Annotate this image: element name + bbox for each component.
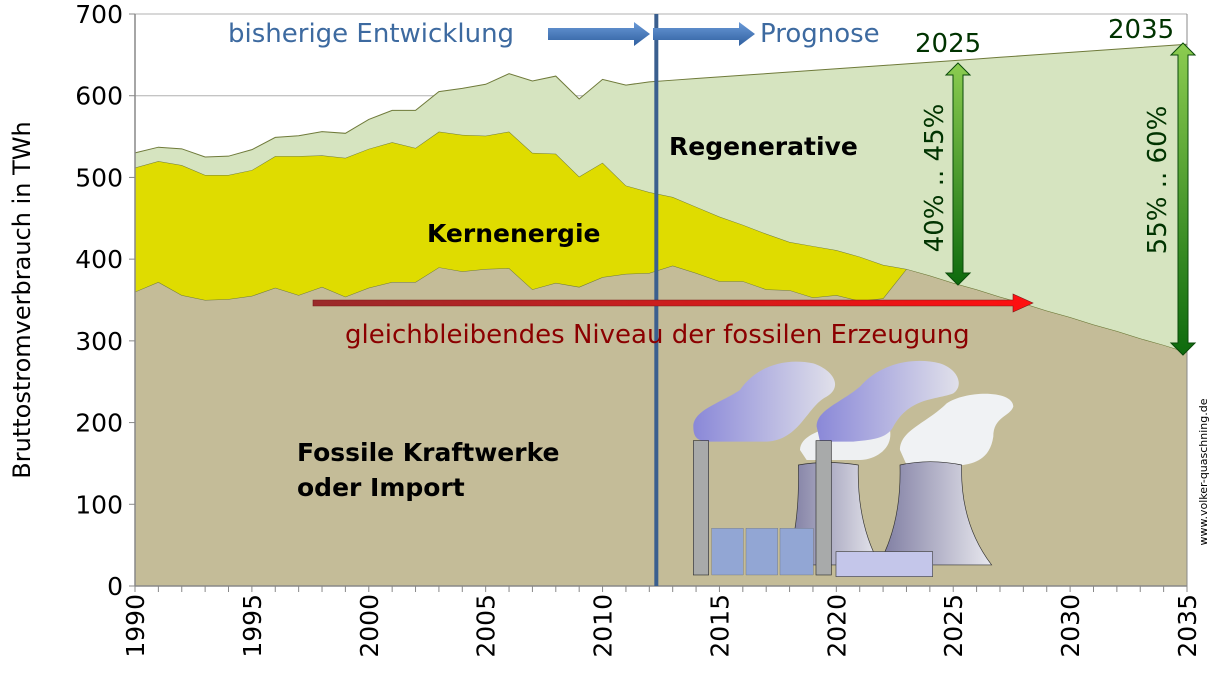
fossil-level-label: gleichbleibendes Niveau der fossilen Erz…	[345, 320, 970, 350]
y-axis-label: Bruttostromverbrauch in TWh	[8, 121, 36, 478]
year-2035-label: 2035	[1108, 15, 1174, 45]
x-tick-label: 2020	[822, 594, 851, 658]
area-nuclear	[135, 131, 1187, 353]
power-plant-illustration-icon	[692, 360, 1014, 577]
x-tick-label: 2010	[589, 594, 618, 658]
fossil-label-line1: Fossile Kraftwerke	[297, 438, 560, 467]
x-tick-label: 2030	[1056, 594, 1085, 658]
y-tick-label: 100	[75, 490, 123, 519]
area-fossil	[135, 265, 1187, 586]
x-tick-label: 2025	[939, 594, 968, 658]
x-tick-label: 1995	[238, 594, 267, 658]
stacked-areas	[134, 43, 1188, 586]
fossil-level-arrow-icon	[312, 293, 1034, 313]
y-tick-label: 600	[75, 82, 123, 111]
watermark: www.volker-quaschning.de	[1197, 398, 1210, 545]
share-2025-label: 40% .. 45%	[920, 104, 950, 253]
forecast-label: Prognose	[760, 19, 880, 49]
x-tick-label: 1990	[121, 594, 150, 658]
forecast-arrow-icon	[653, 22, 755, 46]
share-2035-label: 55% .. 60%	[1143, 106, 1173, 255]
y-tick-label: 200	[75, 409, 123, 438]
history-label: bisherige Entwicklung	[228, 19, 514, 49]
x-tick-label: 2000	[355, 594, 384, 658]
area-renewable	[135, 44, 1187, 353]
share-2025-arrow-icon	[944, 62, 972, 286]
y-tick-label: 500	[75, 163, 123, 192]
y-tick-label: 700	[75, 0, 123, 29]
history-arrow-icon	[548, 22, 650, 46]
series-line-renewable	[134, 43, 1188, 158]
x-tick-label: 2035	[1173, 594, 1202, 658]
y-tick-label: 0	[107, 572, 123, 601]
y-tick-label: 400	[75, 245, 123, 274]
regenerative-label: Regenerative	[669, 132, 858, 161]
x-tick-label: 2005	[472, 594, 501, 658]
fossil-label-line2: oder Import	[297, 473, 465, 502]
share-2035-arrow-icon	[1169, 42, 1197, 356]
y-tick-label: 300	[75, 327, 123, 356]
x-tick-label: 2015	[705, 594, 734, 658]
nuclear-label: Kernenergie	[427, 219, 600, 248]
year-2025-label: 2025	[915, 29, 981, 59]
